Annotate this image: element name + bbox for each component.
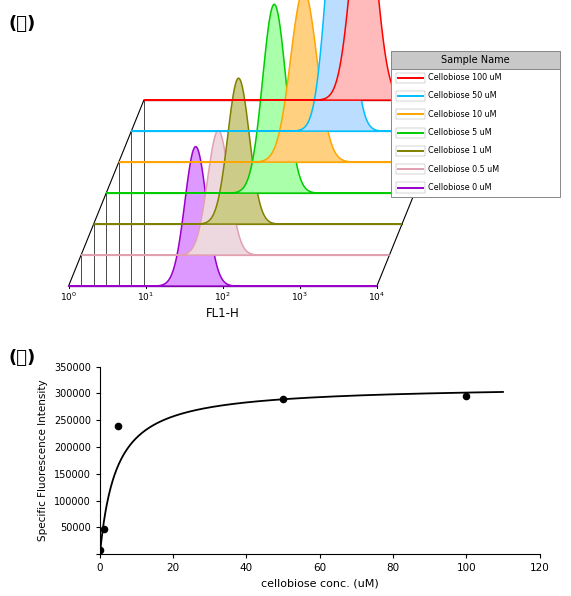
Text: Sample Name: Sample Name xyxy=(441,55,510,64)
Text: Cellobiose 100 uM: Cellobiose 100 uM xyxy=(428,73,502,82)
Text: Cellobiose 10 uM: Cellobiose 10 uM xyxy=(428,110,497,119)
Text: FL1-H: FL1-H xyxy=(206,307,240,320)
Text: 10$^4$: 10$^4$ xyxy=(368,290,385,303)
Text: Cellobiose 0.5 uM: Cellobiose 0.5 uM xyxy=(428,164,500,173)
X-axis label: cellobiose conc. (uM): cellobiose conc. (uM) xyxy=(261,579,379,589)
Text: 10$^2$: 10$^2$ xyxy=(214,290,231,303)
Point xyxy=(462,392,471,401)
Point xyxy=(279,394,288,403)
Y-axis label: Specific Fluorescence Intensity: Specific Fluorescence Intensity xyxy=(38,380,49,541)
Text: Cellobiose 5 uM: Cellobiose 5 uM xyxy=(428,128,492,137)
Point xyxy=(99,524,108,533)
Text: Cellobiose 0 uM: Cellobiose 0 uM xyxy=(428,183,492,192)
Text: 10$^3$: 10$^3$ xyxy=(291,290,308,303)
Text: 10$^0$: 10$^0$ xyxy=(60,290,77,303)
Text: 10$^1$: 10$^1$ xyxy=(137,290,154,303)
Text: (나): (나) xyxy=(9,349,36,367)
Text: Cellobiose 50 uM: Cellobiose 50 uM xyxy=(428,92,497,101)
Text: Cellobiose 1 uM: Cellobiose 1 uM xyxy=(428,147,492,156)
Point xyxy=(114,421,123,430)
Point xyxy=(95,545,104,555)
Text: (가): (가) xyxy=(9,15,36,33)
